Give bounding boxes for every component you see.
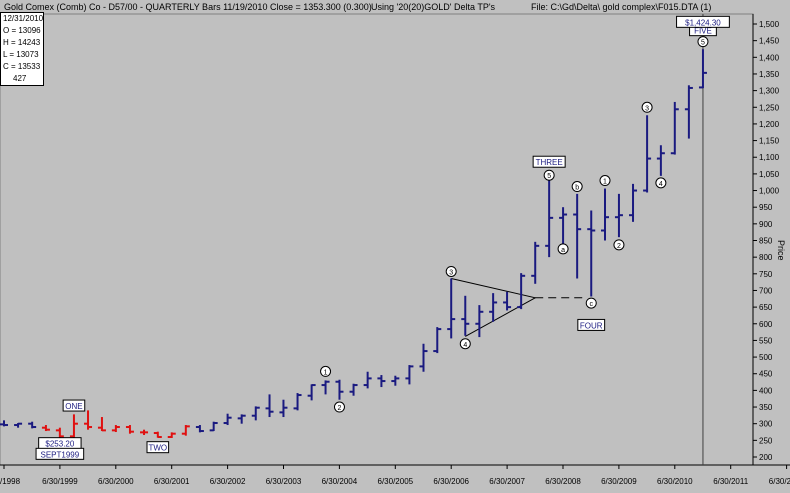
x-tick-label: 6/30/2012 bbox=[769, 477, 790, 486]
wave-label-box bbox=[62, 399, 86, 412]
y-tick-label: 1,400 bbox=[759, 53, 780, 62]
wave-count-label: 1 bbox=[324, 369, 328, 376]
wave-count-label: 3 bbox=[645, 105, 649, 112]
y-tick-label: 850 bbox=[759, 237, 773, 246]
wave-count-label: 2 bbox=[338, 405, 342, 412]
x-tick-label: 6/30/2002 bbox=[210, 477, 246, 486]
y-tick-label: 1,050 bbox=[759, 170, 780, 179]
x-tick-label: 6/30/2000 bbox=[98, 477, 134, 486]
wave-count-label: 1 bbox=[603, 179, 607, 186]
plot-area bbox=[0, 13, 754, 466]
y-tick-label: 1,000 bbox=[759, 187, 780, 196]
wave-label-box bbox=[35, 447, 85, 460]
x-tick-label: 6/30/2010 bbox=[657, 477, 693, 486]
wave-label-box bbox=[577, 318, 606, 331]
x-tick-label: 6/30/2006 bbox=[433, 477, 469, 486]
chart-header-file: File: C:\Gd\Delta\ gold complex\F015.DTA… bbox=[531, 2, 712, 12]
y-tick-label: 700 bbox=[759, 286, 773, 295]
chart-header-using: Using '20(20)GOLD' Delta TP's bbox=[371, 2, 496, 12]
wave-count-label: 4 bbox=[463, 342, 467, 349]
wave-label-text: FIVE bbox=[694, 27, 712, 36]
x-tick-label: 6/30/2004 bbox=[322, 477, 358, 486]
wave-count-circle bbox=[585, 297, 597, 309]
y-tick-label: 600 bbox=[759, 320, 773, 329]
y-tick-label: 1,350 bbox=[759, 70, 780, 79]
x-tick-label: 6/30/2005 bbox=[378, 477, 414, 486]
wave-label-box bbox=[146, 441, 170, 454]
wave-count-circle bbox=[641, 101, 653, 113]
y-tick-label: 800 bbox=[759, 253, 773, 262]
info-open: O = 13096 bbox=[3, 26, 41, 35]
info-close: C = 13533 bbox=[3, 62, 41, 71]
y-tick-label: 450 bbox=[759, 370, 773, 379]
wave-count-circle bbox=[445, 265, 457, 277]
wave-label-text: $1,424.30 bbox=[685, 18, 721, 27]
info-count: 427 bbox=[13, 74, 27, 83]
wave-count-label: 4 bbox=[659, 181, 663, 188]
ohlc-info-box: 12/31/2010 O = 13096 H = 14243 L = 13073… bbox=[0, 12, 44, 86]
y-tick-label: 1,200 bbox=[759, 120, 780, 129]
wave-count-label: 3 bbox=[449, 269, 453, 276]
y-tick-label: 1,250 bbox=[759, 103, 780, 112]
wave-count-circle bbox=[333, 401, 345, 413]
wave-label-text: $253.20 bbox=[45, 440, 74, 449]
y-tick-label: 250 bbox=[759, 436, 773, 445]
y-tick-label: 900 bbox=[759, 220, 773, 229]
wave-count-label: a bbox=[561, 247, 565, 254]
info-date: 12/31/2010 bbox=[3, 14, 44, 23]
y-tick-label: 1,500 bbox=[759, 20, 780, 29]
wave-count-label: 2 bbox=[617, 243, 621, 250]
y-tick-label: 750 bbox=[759, 270, 773, 279]
wave-count-circle bbox=[320, 365, 332, 377]
y-tick-label: 550 bbox=[759, 336, 773, 345]
wave-count-circle bbox=[697, 36, 709, 48]
y-tick-label: 1,100 bbox=[759, 153, 780, 162]
wave-label-text: THREE bbox=[536, 158, 563, 167]
wave-count-label: b bbox=[575, 185, 579, 192]
wave-count-circle bbox=[613, 239, 625, 251]
y-tick-label: 400 bbox=[759, 386, 773, 395]
wave-count-circle bbox=[543, 169, 555, 181]
x-tick-label: 6/30/2003 bbox=[266, 477, 302, 486]
info-low: L = 13073 bbox=[3, 50, 39, 59]
y-tick-label: 1,150 bbox=[759, 137, 780, 146]
y-tick-label: 650 bbox=[759, 303, 773, 312]
y-tick-label: 500 bbox=[759, 353, 773, 362]
x-tick-label: 6/30/2001 bbox=[154, 477, 190, 486]
wave-count-circle bbox=[655, 177, 667, 189]
wave-count-circle bbox=[599, 175, 611, 187]
y-tick-label: 300 bbox=[759, 420, 773, 429]
x-tick-label: 6/30/2011 bbox=[713, 477, 749, 486]
y-tick-label: 1,450 bbox=[759, 37, 780, 46]
wave-count-circle bbox=[459, 338, 471, 350]
wave-label-text: FOUR bbox=[580, 321, 603, 330]
x-tick-label: 6/30/2009 bbox=[601, 477, 637, 486]
wave-label-box bbox=[532, 155, 566, 168]
wave-count-circle bbox=[571, 181, 583, 193]
y-tick-label: 950 bbox=[759, 203, 773, 212]
y-tick-label: 200 bbox=[759, 453, 773, 462]
info-high: H = 14243 bbox=[3, 38, 41, 47]
x-tick-label: /1998 bbox=[0, 477, 21, 486]
wave-count-label: 5 bbox=[547, 173, 551, 180]
y-axis-label: Price bbox=[776, 240, 786, 261]
wave-count-circle bbox=[557, 243, 569, 255]
wave-label-box bbox=[676, 15, 730, 28]
x-tick-label: 6/30/2008 bbox=[545, 477, 581, 486]
x-tick-label: 6/30/1999 bbox=[42, 477, 78, 486]
y-tick-label: 1,300 bbox=[759, 87, 780, 96]
chart-header-symbol: Gold Comex (Comb) Co - D57/00 - QUARTERL… bbox=[4, 2, 372, 12]
y-tick-label: 350 bbox=[759, 403, 773, 412]
wave-label-text: ONE bbox=[65, 402, 82, 411]
wave-label-text: TWO bbox=[148, 444, 167, 453]
wave-count-label: c bbox=[589, 301, 593, 308]
x-tick-label: 6/30/2007 bbox=[489, 477, 525, 486]
wave-count-label: 5 bbox=[701, 40, 705, 47]
wave-label-text: SEPT1999 bbox=[41, 450, 80, 459]
